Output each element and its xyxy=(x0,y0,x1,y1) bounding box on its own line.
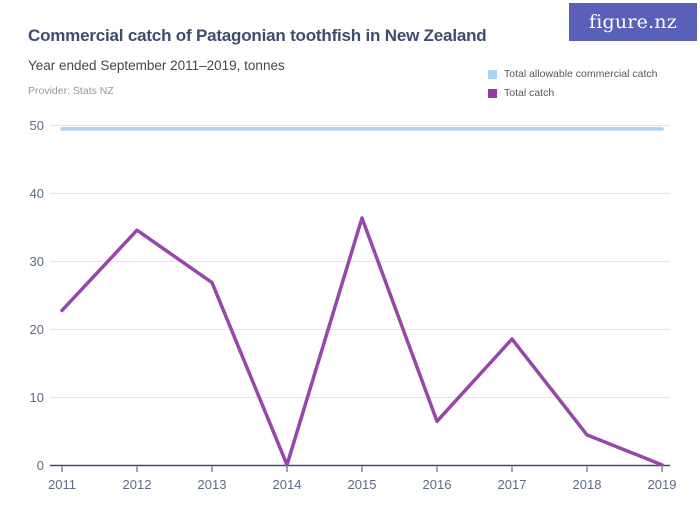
legend-label-catch: Total catch xyxy=(504,87,555,99)
legend-marker-tacc-icon xyxy=(488,69,497,79)
svg-text:2017: 2017 xyxy=(498,477,527,492)
svg-text:40: 40 xyxy=(30,186,44,201)
legend-item-tacc: Total allowable commercial catch xyxy=(488,68,657,80)
svg-text:2015: 2015 xyxy=(348,477,377,492)
svg-text:10: 10 xyxy=(30,390,44,405)
provider-label: Provider: Stats NZ xyxy=(28,85,114,97)
svg-text:2011: 2011 xyxy=(48,477,76,492)
svg-text:2013: 2013 xyxy=(198,477,227,492)
chart-legend: Total allowable commercial catch Total c… xyxy=(488,68,657,106)
svg-text:20: 20 xyxy=(30,322,44,337)
svg-text:2012: 2012 xyxy=(123,477,152,492)
legend-item-catch: Total catch xyxy=(488,87,657,99)
legend-label-tacc: Total allowable commercial catch xyxy=(504,68,658,80)
svg-text:30: 30 xyxy=(30,254,44,269)
figurenz-logo-text: figure.nz xyxy=(589,11,677,33)
svg-text:0: 0 xyxy=(37,458,44,473)
figurenz-logo[interactable]: figure.nz xyxy=(569,3,697,41)
chart-subtitle: Year ended September 2011–2019, tonnes xyxy=(28,58,285,73)
svg-text:2019: 2019 xyxy=(648,477,677,492)
svg-text:2018: 2018 xyxy=(573,477,602,492)
page-title: Commercial catch of Patagonian toothfish… xyxy=(28,26,487,45)
svg-text:50: 50 xyxy=(30,118,44,133)
legend-marker-catch-icon xyxy=(488,88,497,98)
svg-text:2016: 2016 xyxy=(423,477,452,492)
svg-text:2014: 2014 xyxy=(273,477,302,492)
